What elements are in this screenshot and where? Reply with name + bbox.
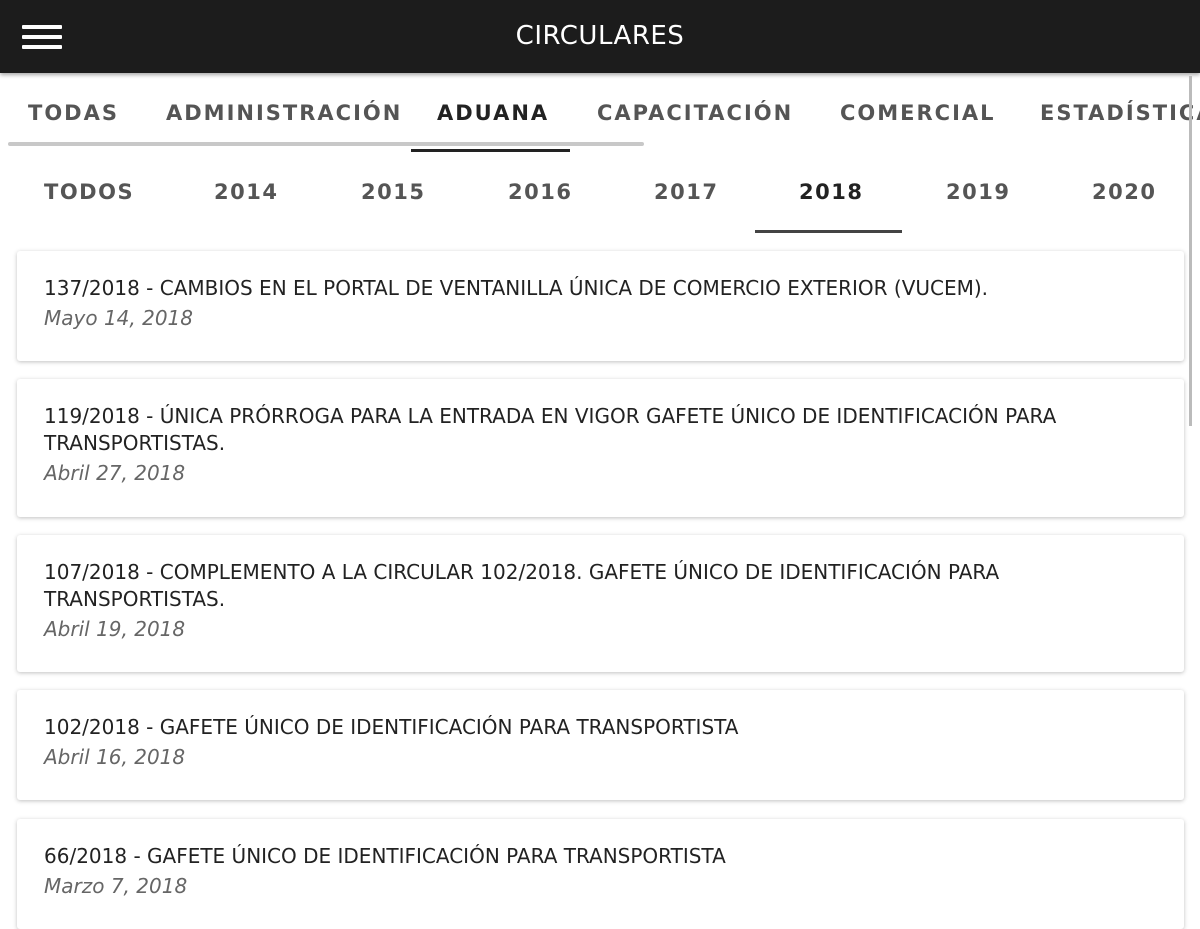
circular-card[interactable]: 137/2018 - CAMBIOS EN EL PORTAL DE VENTA… (17, 251, 1184, 361)
year-tab-2020[interactable]: 2020 (1092, 180, 1157, 204)
page-title: CIRCULARES (515, 21, 685, 51)
year-tab-2018[interactable]: 2018 (799, 180, 864, 204)
year-tab-2017[interactable]: 2017 (654, 180, 719, 204)
tab-todas[interactable]: TODAS (28, 101, 119, 125)
vertical-scrollbar[interactable] (1189, 76, 1192, 426)
circular-title: 66/2018 - GAFETE ÚNICO DE IDENTIFICACIÓN… (44, 844, 726, 868)
circular-date: Abril 27, 2018 (44, 461, 186, 485)
year-tab-2019[interactable]: 2019 (946, 180, 1011, 204)
active-tab-indicator (411, 149, 570, 152)
circular-date: Mayo 14, 2018 (44, 306, 194, 330)
circular-date: Abril 19, 2018 (44, 617, 186, 641)
tabs-horizontal-scrollbar[interactable] (8, 142, 644, 146)
hamburger-icon[interactable] (22, 25, 62, 51)
year-tab-2016[interactable]: 2016 (508, 180, 573, 204)
circular-title: 107/2018 - COMPLEMENTO A LA CIRCULAR 102… (44, 560, 1000, 611)
tab-administracion[interactable]: ADMINISTRACIÓN (166, 101, 403, 125)
tab-capacitacion[interactable]: CAPACITACIÓN (597, 101, 794, 125)
year-tab-todos[interactable]: TODOS (44, 180, 135, 204)
circular-card[interactable]: 107/2018 - COMPLEMENTO A LA CIRCULAR 102… (17, 535, 1184, 672)
tab-aduana[interactable]: ADUANA (437, 101, 550, 125)
circular-card[interactable]: 102/2018 - GAFETE ÚNICO DE IDENTIFICACIÓ… (17, 690, 1184, 800)
active-year-indicator (755, 230, 902, 233)
circular-title: 102/2018 - GAFETE ÚNICO DE IDENTIFICACIÓ… (44, 715, 739, 739)
app-bar: CIRCULARES (0, 0, 1200, 73)
category-tabs: TODAS ADMINISTRACIÓN ADUANA CAPACITACIÓN… (0, 73, 1200, 153)
year-tab-2015[interactable]: 2015 (361, 180, 426, 204)
year-tab-2014[interactable]: 2014 (214, 180, 279, 204)
tab-comercial[interactable]: COMERCIAL (840, 101, 996, 125)
circular-date: Abril 16, 2018 (44, 745, 186, 769)
circular-card[interactable]: 119/2018 - ÚNICA PRÓRROGA PARA LA ENTRAD… (17, 379, 1184, 517)
circular-title: 137/2018 - CAMBIOS EN EL PORTAL DE VENTA… (44, 276, 989, 300)
circular-date: Marzo 7, 2018 (44, 874, 188, 898)
tab-estadistica[interactable]: ESTADÍSTICA (1040, 101, 1200, 125)
circular-title: 119/2018 - ÚNICA PRÓRROGA PARA LA ENTRAD… (44, 404, 1057, 455)
circular-card[interactable]: 66/2018 - GAFETE ÚNICO DE IDENTIFICACIÓN… (17, 819, 1184, 929)
